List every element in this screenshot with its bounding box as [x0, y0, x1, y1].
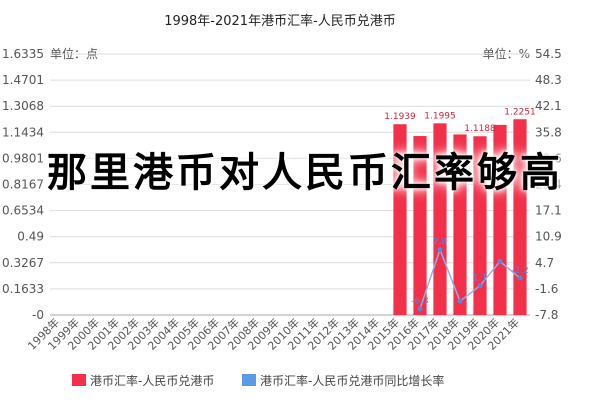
- left-tick-label: 0.1633: [2, 282, 44, 296]
- right-tick-label: 35.8: [535, 125, 562, 139]
- bar-series: [393, 119, 527, 315]
- left-tick-label: 0.6534: [2, 204, 44, 218]
- line-point: [517, 275, 523, 281]
- left-tick-label: -0: [32, 308, 44, 322]
- line-value-label: 1.1: [473, 274, 487, 284]
- line-point: [497, 258, 503, 264]
- right-tick-label: -7.8: [535, 308, 558, 322]
- line-series: [417, 247, 523, 312]
- bar: [393, 124, 407, 315]
- bar: [433, 123, 447, 315]
- line-value-label: 7.8: [433, 238, 448, 248]
- right-tick-label: 42.1: [535, 99, 562, 113]
- bar: [453, 134, 467, 315]
- bar-value-label: 1.1939: [384, 112, 416, 122]
- bar-value-label: 1.2251: [504, 107, 536, 117]
- right-tick-label: 17.1: [535, 204, 562, 218]
- legend-swatch: [72, 374, 86, 386]
- bar: [413, 136, 427, 315]
- legend-label: 港币汇率-人民币兑港币: [90, 373, 214, 388]
- line-value-label: -2.2: [511, 266, 529, 276]
- right-tick-label: 29.6: [535, 151, 562, 165]
- line-point: [477, 283, 483, 289]
- left-axis: 1.6335 1.4701 1.3068 1.1434 0.9801 0.8167 0.65…: [2, 47, 44, 322]
- right-tick-label: 10.9: [535, 230, 562, 244]
- left-tick-label: 1.6335: [2, 47, 44, 61]
- chart-title: 1998年-2021年港币汇率-人民币兑港币: [164, 13, 396, 29]
- line-point: [437, 247, 443, 253]
- left-tick-label: 1.1434: [2, 125, 44, 139]
- x-axis: 1998年1999年2000年2001年2002年2003年2004年2005年…: [25, 315, 522, 352]
- right-tick-label: 4.7: [535, 256, 554, 270]
- overlay-headline: 那里港币对人民币汇率够高: [47, 150, 563, 196]
- bar: [493, 124, 507, 315]
- left-tick-label: 1.3068: [2, 99, 44, 113]
- right-axis: 54.5 48.3 42.1 35.8 29.6 23.4 17.1 10.9 4.7 -1.6 -…: [535, 47, 562, 322]
- bar-value-label: 1.1995: [424, 111, 456, 121]
- grid: [50, 53, 530, 316]
- bar: [473, 136, 487, 315]
- legend-swatch: [242, 374, 256, 386]
- bar: [513, 119, 527, 315]
- legend: 港币汇率-人民币兑港币 港币汇率-人民币兑港币同比增长率: [72, 373, 444, 388]
- left-tick-label: 1.4701: [2, 73, 44, 87]
- series-line: [419, 247, 521, 309]
- line-point: [457, 298, 463, 304]
- line-point: [417, 306, 423, 312]
- legend-label: 港币汇率-人民币兑港币同比增长率: [260, 373, 444, 388]
- left-tick-label: 0.8167: [2, 178, 44, 192]
- left-tick-label: 0.9801: [2, 151, 44, 165]
- left-tick-label: 0.3267: [2, 256, 44, 270]
- right-tick-label: 48.3: [535, 73, 562, 87]
- right-tick-label: -1.6: [535, 282, 558, 296]
- bar-value-label: 1.1188: [464, 124, 496, 134]
- data-labels: 1.1939 1.1995 1.1188 1.2251 -6.3 7.8 1.1 -2.2: [384, 107, 536, 306]
- left-tick-label: 0.49: [17, 230, 44, 244]
- line-value-label: -6.3: [411, 297, 429, 307]
- right-tick-label: 54.5: [535, 47, 562, 61]
- right-tick-label: 23.4: [535, 178, 562, 192]
